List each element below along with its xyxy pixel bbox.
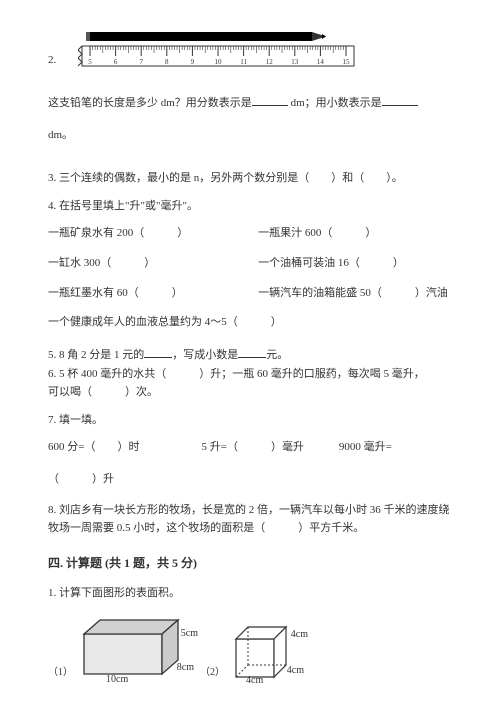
q2-text-a: 这支铅笔的长度是多少 dm？用分数表示是	[48, 97, 252, 109]
q7-c1: 600 分=（ ）时	[48, 439, 202, 457]
fig1-w: 8cm	[177, 660, 194, 676]
fig1-h: 5cm	[181, 626, 198, 642]
blank	[144, 346, 172, 358]
svg-text:5: 5	[89, 58, 93, 66]
q6-b: 可以喝（ ）次。	[48, 384, 452, 402]
q7-c3b: （ ）升	[48, 471, 452, 489]
q4-last: 一个健康成年人的血液总量约为 4～5（ ）	[48, 314, 452, 332]
q4-row-0: 一瓶矿泉水有 200（ ） 一瓶果汁 600（ ）	[48, 225, 452, 243]
q3: 3. 三个连续的偶数，最小的是 n，另外两个数分别是（ ）和（ ）。	[48, 170, 452, 188]
svg-text:6: 6	[114, 58, 118, 66]
s4-q1: 1. 计算下面图形的表面积。	[48, 585, 452, 603]
q4-r2-l: 一瓶红墨水有 60（ ）	[48, 285, 258, 303]
fig2-label: （2）	[200, 665, 225, 681]
q3-b: ）和（	[331, 172, 364, 184]
q2-figure: 2. 5 6 7 8 9 10 11 12 13 14 15	[48, 28, 452, 76]
ruler-svg: 5 6 7 8 9 10 11 12 13 14 15	[78, 28, 358, 76]
q4-r0-l: 一瓶矿泉水有 200（ ）	[48, 225, 258, 243]
q4-r0-r: 一瓶果汁 600（ ）	[258, 225, 452, 243]
q2-number: 2.	[48, 52, 56, 70]
svg-text:9: 9	[191, 58, 195, 66]
q4-r1-r: 一个油桶可装油 16（ ）	[258, 255, 452, 273]
q4-intro: 4. 在括号里填上"升"或"毫升"。	[48, 198, 452, 216]
svg-text:11: 11	[240, 58, 247, 66]
paren	[364, 172, 386, 184]
svg-text:10: 10	[215, 58, 223, 66]
fig2-b: 4cm	[287, 663, 304, 679]
section4-title: 四. 计算题 (共 1 题，共 5 分)	[48, 554, 452, 573]
figure-1: 5cm 8cm 10cm （1）	[66, 612, 196, 687]
q5-c: 元。	[266, 349, 288, 361]
fig1-l: 10cm	[106, 672, 128, 688]
fig2-a: 4cm	[291, 627, 308, 643]
fig2-c: 4cm	[246, 673, 263, 689]
figures-row: 5cm 8cm 10cm （1） 4cm 4cm 4cm （2）	[66, 612, 452, 687]
q4-r2-r: 一辆汽车的油箱能盛 50（ ）汽油	[258, 285, 452, 303]
q3-a: 3. 三个连续的偶数，最小的是 n，另外两个数分别是（	[48, 172, 309, 184]
q2-text-c: dm。	[48, 127, 452, 145]
svg-text:13: 13	[292, 58, 300, 66]
svg-text:12: 12	[266, 58, 274, 66]
q3-c: ）。	[386, 172, 403, 184]
q5-a: 5. 8 角 2 分是 1 元的	[48, 349, 144, 361]
svg-text:8: 8	[165, 58, 169, 66]
q4-r1-l: 一缸水 300（ ）	[48, 255, 258, 273]
q7-intro: 7. 填一填。	[48, 412, 452, 430]
q2-text-b: dm；用小数表示是	[288, 97, 382, 109]
blank	[238, 346, 266, 358]
blank	[252, 94, 288, 106]
q5: 5. 8 角 2 分是 1 元的 ，写成小数是 元。	[48, 346, 452, 365]
svg-text:7: 7	[140, 58, 144, 66]
svg-text:15: 15	[343, 58, 351, 66]
paren	[309, 172, 331, 184]
q2-text: 这支铅笔的长度是多少 dm？用分数表示是 dm；用小数表示是	[48, 94, 452, 113]
q8: 8. 刘店乡有一块长方形的牧场，长是宽的 2 倍，一辆汽车以每小时 36 千米的…	[48, 502, 452, 537]
q7-row: 600 分=（ ）时 5 升=（ ）毫升 9000 毫升=	[48, 439, 452, 457]
figure-2: 4cm 4cm 4cm （2）	[224, 619, 304, 687]
blank	[382, 94, 418, 106]
q5-b: ，写成小数是	[172, 349, 238, 361]
svg-text:14: 14	[317, 58, 325, 66]
q7-c2: 5 升=（ ）毫升	[202, 439, 339, 457]
fig1-label: （1）	[48, 665, 73, 681]
q4-row-2: 一瓶红墨水有 60（ ） 一辆汽车的油箱能盛 50（ ）汽油	[48, 285, 452, 303]
q6-a: 6. 5 杯 400 毫升的水共（ ）升；一瓶 60 毫升的口服药，每次喝 5 …	[48, 366, 452, 384]
q4-row-1: 一缸水 300（ ） 一个油桶可装油 16（ ）	[48, 255, 452, 273]
q7-c3: 9000 毫升=	[339, 439, 452, 457]
